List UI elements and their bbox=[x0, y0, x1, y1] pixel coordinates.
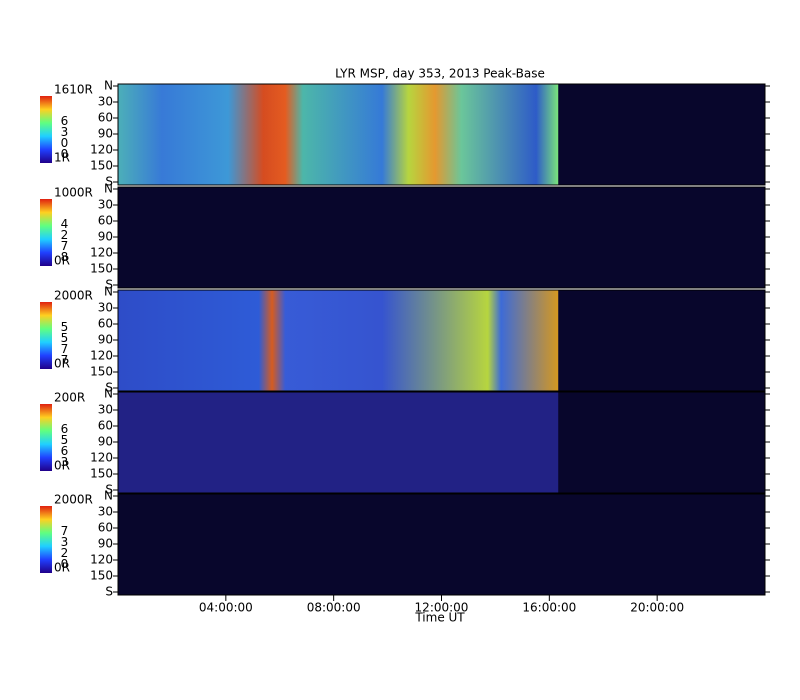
x-tick-label: 16:00:00 bbox=[522, 601, 576, 615]
y-tick-label: 150 bbox=[90, 365, 113, 379]
colorbar-min-label: 0R bbox=[54, 561, 70, 575]
colorbar-max-label: 1000R bbox=[54, 186, 93, 200]
colorbar bbox=[40, 404, 52, 471]
y-tick-label: 150 bbox=[90, 467, 113, 481]
colorbar-min-label: 0R bbox=[54, 254, 70, 268]
chart-title: LYR MSP, day 353, 2013 Peak-Base bbox=[335, 67, 545, 81]
colorbar-min-label: 0R bbox=[54, 459, 70, 473]
colorbar bbox=[40, 199, 52, 266]
y-tick-label: 150 bbox=[90, 569, 113, 583]
y-tick-label: 90 bbox=[98, 333, 113, 347]
x-axis-label: Time UT bbox=[414, 611, 465, 625]
y-tick-label: 90 bbox=[98, 127, 113, 141]
y-tick-label: S bbox=[105, 278, 113, 292]
x-tick-label: 12:00:00 bbox=[415, 601, 469, 615]
colorbar-min-label: 1R bbox=[54, 151, 70, 165]
y-tick-label: 120 bbox=[90, 349, 113, 363]
colorbar bbox=[40, 506, 52, 573]
y-tick-label: 90 bbox=[98, 435, 113, 449]
y-tick-label: 30 bbox=[98, 301, 113, 315]
y-tick-label: 120 bbox=[90, 553, 113, 567]
y-tick-label: S bbox=[105, 381, 113, 395]
heatmap-texture bbox=[118, 392, 559, 493]
x-tick-label: 04:00:00 bbox=[199, 601, 253, 615]
colorbar bbox=[40, 96, 52, 163]
wavelength-label: 4278 bbox=[58, 217, 72, 261]
y-tick-label: 30 bbox=[98, 403, 113, 417]
panel-background bbox=[118, 494, 765, 595]
wavelength-label: 6563 bbox=[58, 422, 72, 466]
panel-background bbox=[118, 187, 765, 288]
y-tick-label: 60 bbox=[98, 111, 113, 125]
x-tick-label: 20:00:00 bbox=[630, 601, 684, 615]
y-tick-label: 150 bbox=[90, 159, 113, 173]
y-tick-label: 150 bbox=[90, 262, 113, 276]
y-tick-label: 30 bbox=[98, 198, 113, 212]
y-tick-label: N bbox=[104, 489, 113, 503]
colorbar bbox=[40, 302, 52, 369]
colorbar-max-label: 200R bbox=[54, 391, 85, 405]
heatmap-texture bbox=[118, 290, 559, 391]
y-tick-label: N bbox=[104, 79, 113, 93]
y-tick-label: 120 bbox=[90, 451, 113, 465]
y-tick-label: S bbox=[105, 483, 113, 497]
y-tick-label: N bbox=[104, 387, 113, 401]
wavelength-label: 7320 bbox=[58, 524, 72, 568]
y-tick-label: 90 bbox=[98, 537, 113, 551]
y-tick-label: 30 bbox=[98, 95, 113, 109]
colorbar-max-label: 2000R bbox=[54, 493, 93, 507]
heatmap-texture bbox=[118, 84, 559, 185]
y-tick-label: 60 bbox=[98, 317, 113, 331]
y-tick-label: 60 bbox=[98, 521, 113, 535]
wavelength-label: 5577 bbox=[58, 320, 72, 364]
y-tick-label: 120 bbox=[90, 143, 113, 157]
y-tick-label: 90 bbox=[98, 230, 113, 244]
wavelength-label: 6300 bbox=[58, 114, 72, 158]
colorbar-max-label: 2000R bbox=[54, 289, 93, 303]
y-tick-label: S bbox=[105, 175, 113, 189]
y-tick-label: 60 bbox=[98, 419, 113, 433]
colorbar-min-label: 0R bbox=[54, 357, 70, 371]
y-tick-label: N bbox=[104, 182, 113, 196]
y-tick-label: N bbox=[104, 285, 113, 299]
colorbar-max-label: 1610R bbox=[54, 83, 93, 97]
y-tick-label: 30 bbox=[98, 505, 113, 519]
y-tick-label: 120 bbox=[90, 246, 113, 260]
y-tick-label: S bbox=[105, 585, 113, 599]
x-tick-label: 08:00:00 bbox=[307, 601, 361, 615]
y-tick-label: 60 bbox=[98, 214, 113, 228]
